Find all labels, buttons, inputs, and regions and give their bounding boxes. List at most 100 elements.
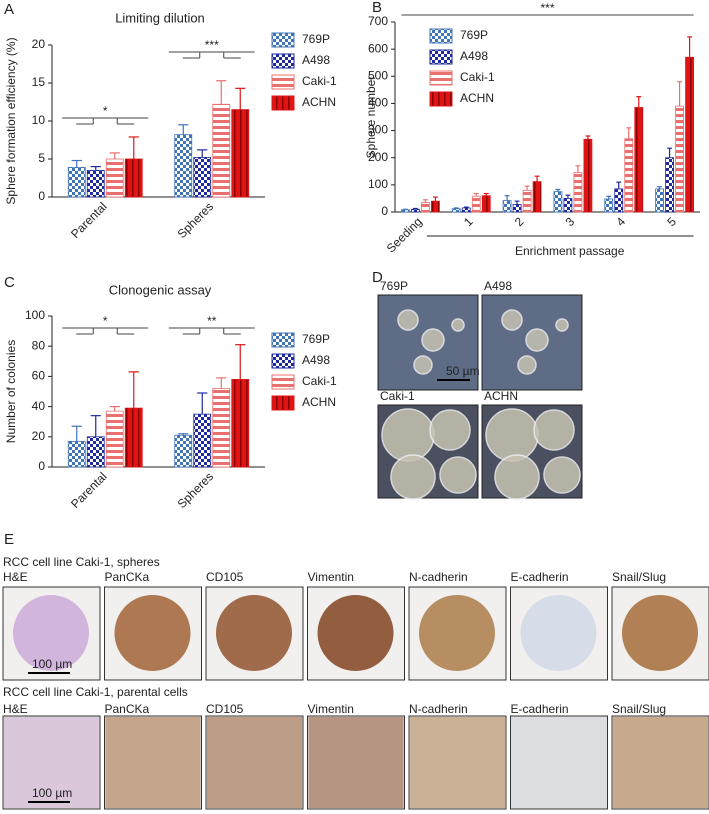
- ihc-image: [2, 715, 101, 810]
- scale-bar-label: 50 µm: [446, 364, 480, 378]
- ihc-image: [408, 715, 507, 810]
- legend-swatch: [429, 28, 453, 44]
- legend-label: A498: [302, 53, 330, 67]
- bar: [431, 200, 440, 213]
- error-bar: [433, 196, 438, 202]
- stain-label: CD105: [206, 702, 244, 716]
- bar: [614, 188, 624, 213]
- error-bar: [178, 433, 189, 436]
- bar: [675, 105, 684, 213]
- cell-field: [511, 717, 607, 808]
- bar: [193, 413, 212, 468]
- y-tick-label: 0: [38, 189, 45, 203]
- error-bar: [197, 392, 208, 415]
- sphere: [439, 456, 477, 494]
- sphere: [451, 318, 465, 332]
- legend-swatch: [271, 53, 295, 69]
- sphere: [114, 595, 191, 671]
- legend-label: Caki-1: [460, 70, 495, 84]
- bar: [174, 434, 193, 468]
- stain-label: N-cadherin: [409, 702, 468, 716]
- legend-swatch: [429, 70, 453, 86]
- ihc-image: [611, 715, 709, 810]
- x-axis-label: Enrichment passage: [515, 244, 625, 258]
- cell-field: [410, 717, 505, 808]
- stain-label: E-cadherin: [511, 702, 569, 716]
- y-tick-label: 700: [368, 14, 388, 28]
- significance-label: *: [103, 314, 108, 328]
- bar: [401, 209, 410, 213]
- legend-label: ACHN: [460, 91, 494, 105]
- sphere: [533, 409, 575, 451]
- legend-swatch: [271, 353, 295, 369]
- y-tick-label: 0: [381, 204, 388, 218]
- y-tick-label: 600: [368, 41, 388, 55]
- legend-label: Caki-1: [302, 74, 337, 88]
- error-bar: [555, 188, 561, 192]
- y-tick-label: 5: [38, 151, 45, 165]
- bar: [193, 157, 212, 198]
- error-bar: [534, 175, 540, 182]
- scale-bar-label: 100 µm: [32, 786, 72, 800]
- cell-field: [613, 717, 708, 808]
- sphere: [421, 328, 445, 352]
- bar: [604, 198, 614, 213]
- panel-label: C: [4, 274, 15, 291]
- legend-label: 769P: [302, 332, 330, 346]
- bar: [522, 189, 532, 213]
- x-tick-label: Parental: [68, 469, 110, 511]
- ihc-image: [205, 715, 304, 810]
- error-bar: [403, 208, 408, 210]
- y-tick-label: 80: [32, 338, 46, 352]
- image-label: Caki-1: [380, 389, 415, 403]
- ihc-image: [104, 715, 202, 810]
- bar: [411, 208, 420, 213]
- scale-bar-label: 100 µm: [32, 657, 72, 671]
- legend-label: Caki-1: [302, 374, 337, 388]
- bar: [451, 208, 461, 213]
- chart-title: Limiting dilution: [115, 10, 205, 25]
- x-tick-label: 3: [563, 214, 578, 229]
- legend-label: 769P: [460, 28, 488, 42]
- image-label: ACHN: [484, 389, 518, 403]
- bar: [573, 172, 583, 213]
- y-tick-label: 20: [32, 429, 46, 443]
- bar: [105, 410, 124, 468]
- y-tick-label: 100: [368, 177, 388, 191]
- bar: [86, 169, 105, 198]
- y-axis-label: Sphere formation efficiency (%): [4, 37, 18, 204]
- stain-label: Snail/Slug: [612, 570, 666, 584]
- error-bar: [504, 195, 510, 201]
- bar: [212, 103, 231, 198]
- bar: [655, 188, 664, 213]
- sphere: [13, 595, 89, 671]
- sphere: [525, 328, 549, 352]
- stain-label: N-cadherin: [409, 570, 468, 584]
- sphere: [317, 595, 394, 671]
- legend-swatch: [271, 74, 295, 90]
- y-tick-label: 15: [32, 75, 46, 89]
- bar: [174, 134, 193, 198]
- bar: [583, 138, 593, 213]
- bar: [512, 203, 522, 213]
- x-tick-label: 1: [461, 214, 476, 229]
- cell-field: [105, 717, 201, 808]
- error-bar: [453, 207, 459, 209]
- bar: [67, 440, 86, 468]
- panel-label: B: [372, 0, 382, 16]
- x-tick-label: Parental: [68, 199, 110, 241]
- error-bar: [216, 377, 227, 389]
- bar: [563, 198, 573, 213]
- bar: [553, 191, 563, 213]
- bar: [665, 157, 674, 213]
- error-bar: [109, 406, 120, 412]
- panel-label: D: [372, 269, 383, 286]
- x-tick-label: 4: [613, 214, 628, 229]
- legend-swatch: [271, 95, 295, 111]
- bar: [421, 202, 430, 213]
- stain-label: PanCKa: [105, 702, 150, 716]
- panel-label: A: [4, 1, 14, 18]
- y-tick-label: 40: [32, 399, 46, 413]
- error-bar: [483, 192, 489, 196]
- sphere: [216, 595, 292, 671]
